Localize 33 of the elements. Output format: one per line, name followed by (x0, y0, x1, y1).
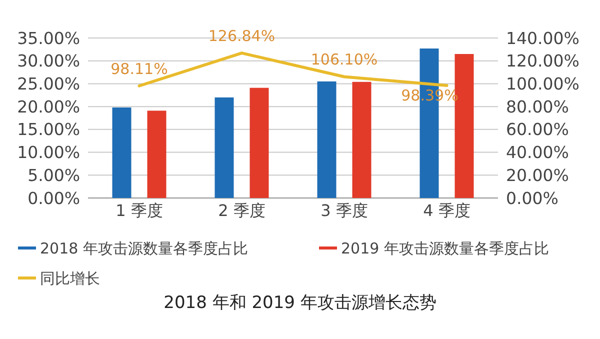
text: 2018 年和 2019 年攻击源增长态势 (164, 293, 436, 313)
legend-label: 同比增长 (40, 269, 100, 288)
y-tick-label: 0.00% (28, 188, 80, 208)
y2-tick-label: 20.00% (506, 166, 569, 185)
x-tick-label: 2 季度 (218, 201, 266, 220)
data-label: 98.11% (110, 60, 168, 78)
y-tick-label: 15.00% (17, 120, 80, 140)
y2-tick-label: 40.00% (506, 143, 569, 162)
y2-tick-label: 120.00% (506, 52, 580, 71)
y-tick-label: 35.00% (17, 28, 80, 48)
y-tick-label: 25.00% (17, 74, 80, 94)
bar (214, 97, 234, 198)
y2-tick-label: 140.00% (506, 28, 580, 48)
y2-tick-label: 60.00% (506, 120, 569, 140)
y-tick-label: 5.00% (28, 166, 80, 185)
bar (147, 110, 166, 198)
bar (250, 88, 269, 198)
data-label: 106.10% (310, 50, 378, 69)
y2-tick-label: 100.00% (506, 74, 580, 94)
legend-label: 2018 年攻击源数量各季度占比 (40, 239, 248, 258)
bar (112, 107, 132, 198)
bar (317, 81, 336, 198)
y-tick-label: 30.00% (17, 52, 80, 71)
x-tick-label: 3 季度 (320, 201, 368, 220)
x-tick-label: 4 季度 (423, 201, 470, 220)
y-tick-label: 10.00% (17, 143, 80, 162)
x-tick-label: 1 季度 (116, 201, 163, 220)
y2-tick-label: 0.00% (506, 188, 558, 208)
bar (352, 82, 372, 198)
y-tick-label: 20.00% (17, 97, 80, 116)
data-label: 126.84% (208, 27, 276, 46)
y2-tick-label: 80.00% (506, 97, 569, 116)
legend-label: 2019 年攻击源数量各季度占比 (341, 239, 549, 258)
